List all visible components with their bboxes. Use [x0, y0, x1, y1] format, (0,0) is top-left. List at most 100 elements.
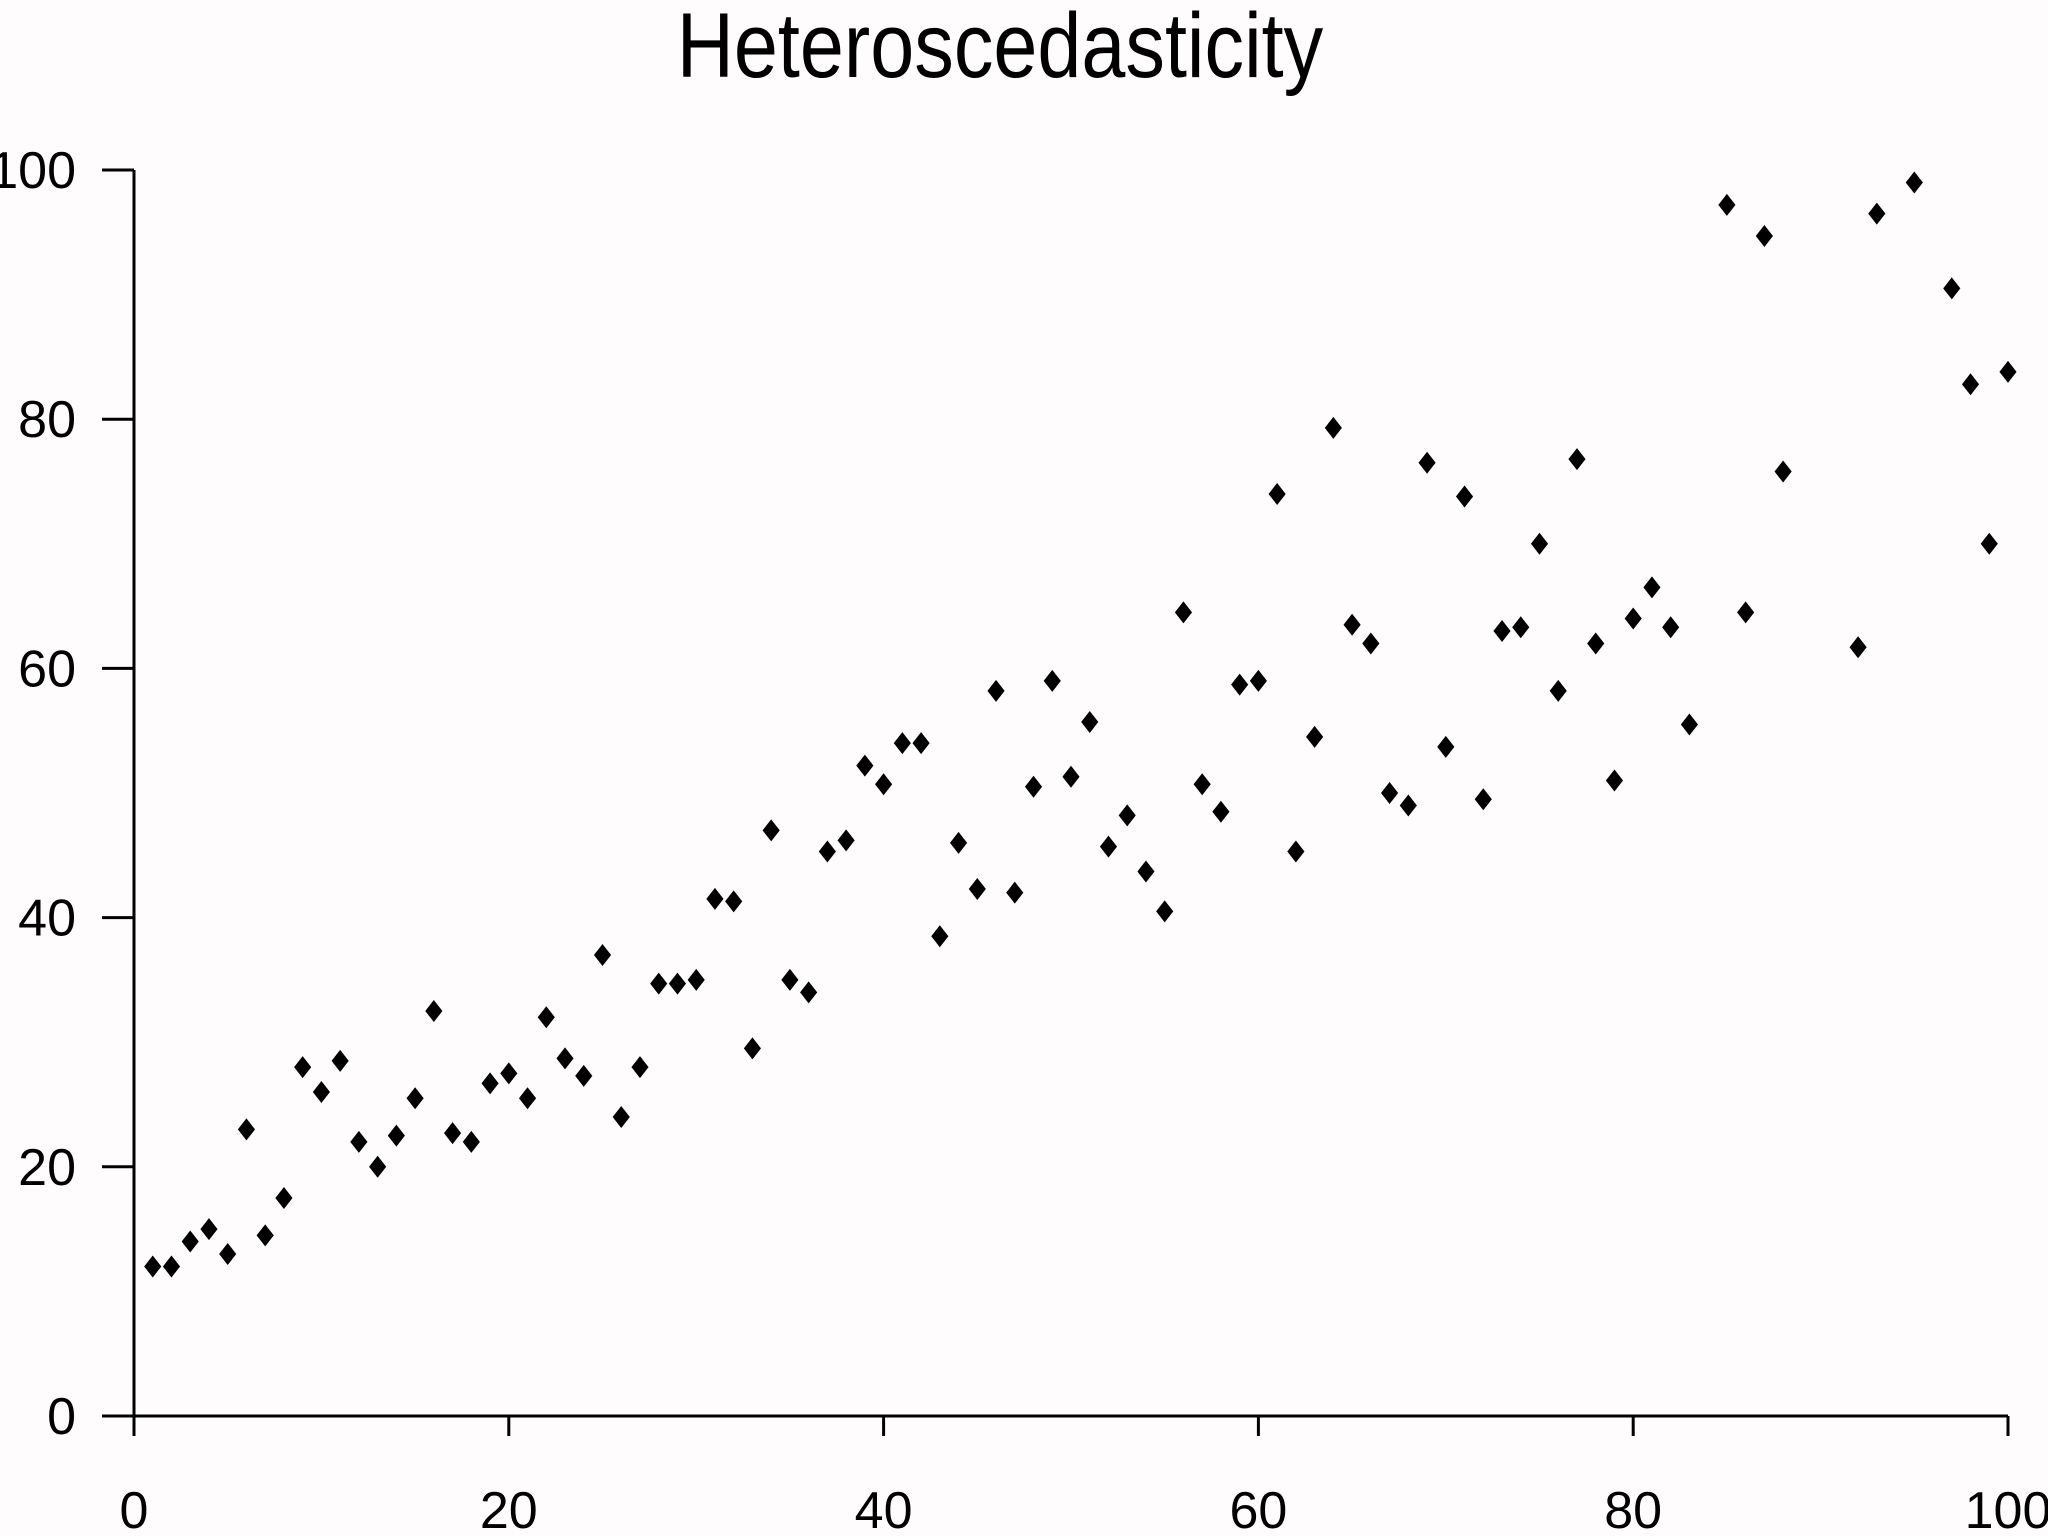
y-tick-label: 20: [18, 1139, 76, 1197]
data-point: [1662, 616, 1680, 639]
data-point: [893, 732, 911, 755]
data-point: [387, 1124, 405, 1147]
data-point: [668, 972, 687, 995]
data-point: [1474, 788, 1492, 811]
data-point: [275, 1186, 293, 1209]
data-point: [1081, 710, 1099, 733]
data-point: [200, 1218, 218, 1241]
data-point: [1455, 485, 1474, 508]
data-point: [1193, 773, 1211, 796]
data-point: [1174, 601, 1193, 624]
data-point: [425, 1000, 443, 1023]
data-point: [1062, 765, 1080, 788]
data-point: [818, 840, 836, 863]
data-point: [406, 1087, 424, 1110]
data-point: [781, 968, 799, 991]
data-point: [256, 1224, 274, 1247]
y-tick-label: 80: [18, 391, 76, 449]
data-point: [1156, 900, 1174, 923]
data-point: [1774, 460, 1792, 483]
x-tick-label: 60: [1229, 1482, 1287, 1536]
data-point: [500, 1062, 518, 1085]
y-tick-label: 0: [47, 1388, 76, 1446]
x-tick-label: 40: [855, 1482, 913, 1536]
y-tick-label: 40: [18, 890, 76, 948]
data-point: [1643, 576, 1661, 599]
data-point: [837, 829, 855, 852]
data-point: [1381, 782, 1399, 804]
data-point: [1905, 171, 1923, 194]
data-point: [1755, 225, 1773, 248]
data-point: [1718, 193, 1736, 216]
data-point: [331, 1049, 349, 1072]
data-point: [1137, 860, 1155, 883]
data-point: [1624, 607, 1642, 630]
data-point: [1737, 601, 1755, 624]
x-tick-label: 0: [120, 1482, 149, 1536]
data-point: [294, 1056, 312, 1079]
data-point: [350, 1130, 368, 1153]
data-point: [1024, 775, 1043, 798]
data-point: [612, 1105, 630, 1128]
data-point: [743, 1037, 761, 1060]
data-point: [312, 1081, 330, 1104]
data-point: [1399, 794, 1417, 817]
data-point: [1999, 360, 2017, 383]
data-point: [987, 679, 1005, 702]
data-point: [237, 1118, 256, 1141]
data-point: [650, 972, 668, 995]
x-tick-label: 100: [1965, 1482, 2048, 1536]
data-point: [1437, 735, 1455, 758]
data-point: [575, 1064, 593, 1087]
data-point: [162, 1255, 181, 1278]
data-point: [444, 1122, 462, 1145]
data-point: [1212, 800, 1230, 823]
data-point: [856, 754, 874, 777]
data-point: [1268, 482, 1286, 505]
data-point: [1006, 881, 1024, 904]
data-point: [800, 981, 818, 1004]
chart-title: Heteroscedasticity: [676, 0, 1324, 97]
data-point: [631, 1056, 649, 1079]
data-point: [1549, 679, 1567, 702]
data-point: [219, 1243, 237, 1266]
data-point: [1943, 277, 1961, 300]
data-point: [1418, 451, 1436, 474]
data-point: [181, 1230, 199, 1253]
data-point: [593, 943, 612, 966]
data-point: [1362, 632, 1380, 655]
data-point: [556, 1047, 574, 1070]
data-point: [725, 890, 743, 913]
data-point: [1343, 613, 1361, 636]
data-point: [949, 831, 968, 854]
x-tick-label: 20: [480, 1482, 538, 1536]
data-point: [1980, 532, 1998, 555]
data-point: [518, 1087, 537, 1110]
data-point: [1530, 532, 1549, 555]
data-point: [687, 968, 705, 991]
data-point: [1849, 636, 1867, 659]
data-point: [875, 773, 893, 796]
data-point: [912, 732, 930, 755]
data-point: [1512, 616, 1530, 639]
data-point: [369, 1155, 387, 1178]
data-point: [706, 887, 724, 910]
data-point: [968, 877, 986, 900]
data-point: [762, 819, 780, 842]
data-point: [1587, 632, 1605, 655]
y-tick-label: 60: [18, 640, 76, 698]
data-point: [1287, 840, 1305, 863]
data-point: [1118, 804, 1136, 827]
y-tick-label: 100: [0, 142, 76, 200]
data-point: [1306, 725, 1324, 748]
x-tick-label: 80: [1604, 1482, 1662, 1536]
data-point: [931, 925, 949, 948]
data-point: [537, 1006, 555, 1029]
data-point: [1231, 673, 1249, 696]
data-point: [1605, 769, 1624, 792]
data-point: [1249, 669, 1267, 692]
data-point: [462, 1130, 480, 1153]
data-point: [1568, 448, 1586, 471]
